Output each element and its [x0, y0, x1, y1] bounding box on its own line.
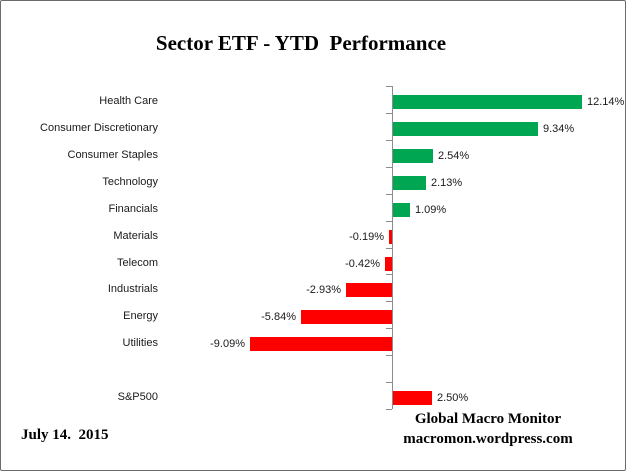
attribution: Global Macro Monitor macromon.wordpress.… — [397, 409, 579, 449]
category-label: Industrials — [107, 283, 158, 295]
axis-tick — [386, 86, 392, 87]
bar-energy — [301, 310, 392, 324]
axis-tick — [386, 355, 392, 356]
axis-tick — [386, 328, 392, 329]
axis-tick — [386, 301, 392, 302]
bar-financials — [393, 203, 410, 217]
bar-s-p500 — [393, 391, 432, 405]
value-label: 2.54% — [438, 150, 470, 162]
category-label: Consumer Staples — [67, 149, 159, 161]
axis-tick — [386, 221, 392, 222]
value-label: -2.93% — [306, 284, 341, 296]
value-label: -0.19% — [349, 231, 384, 243]
axis-tick — [386, 167, 392, 168]
value-label: 1.09% — [415, 204, 447, 216]
bar-industrials — [346, 283, 392, 297]
axis-tick — [386, 248, 392, 249]
axis-tick — [386, 274, 392, 275]
value-axis-line — [392, 86, 393, 409]
value-label: -0.42% — [345, 258, 380, 270]
category-label: Energy — [123, 310, 158, 322]
value-label: 9.34% — [543, 123, 575, 135]
bar-technology — [393, 176, 426, 190]
chart-title: Sector ETF - YTD Performance — [155, 31, 447, 55]
category-label: Materials — [113, 230, 158, 242]
value-label: 2.50% — [437, 392, 469, 404]
attribution-line2: macromon.wordpress.com — [403, 431, 573, 447]
bar-utilities — [250, 337, 392, 351]
axis-tick — [386, 409, 392, 410]
category-label: Utilities — [122, 337, 158, 349]
category-label: Health Care — [99, 95, 158, 107]
bar-health-care — [393, 95, 582, 109]
axis-tick — [386, 194, 392, 195]
value-label: 12.14% — [587, 96, 625, 108]
bar-materials — [389, 230, 392, 244]
category-label: S&P500 — [117, 391, 158, 403]
bar-telecom — [385, 257, 392, 271]
attribution-line1: Global Macro Monitor — [414, 411, 562, 427]
bar-consumer-staples — [393, 149, 433, 163]
value-label: -9.09% — [210, 338, 245, 350]
bar-consumer-discretionary — [393, 122, 538, 136]
axis-tick — [386, 113, 392, 114]
category-label: Telecom — [117, 257, 158, 269]
value-label: 2.13% — [431, 177, 463, 189]
category-label: Consumer Discretionary — [40, 122, 158, 134]
axis-tick — [386, 140, 392, 141]
axis-tick — [386, 382, 392, 383]
value-label: -5.84% — [261, 311, 296, 323]
category-label: Financials — [108, 203, 158, 215]
date-label: July 14. 2015 — [21, 427, 109, 443]
category-label: Technology — [102, 176, 158, 188]
